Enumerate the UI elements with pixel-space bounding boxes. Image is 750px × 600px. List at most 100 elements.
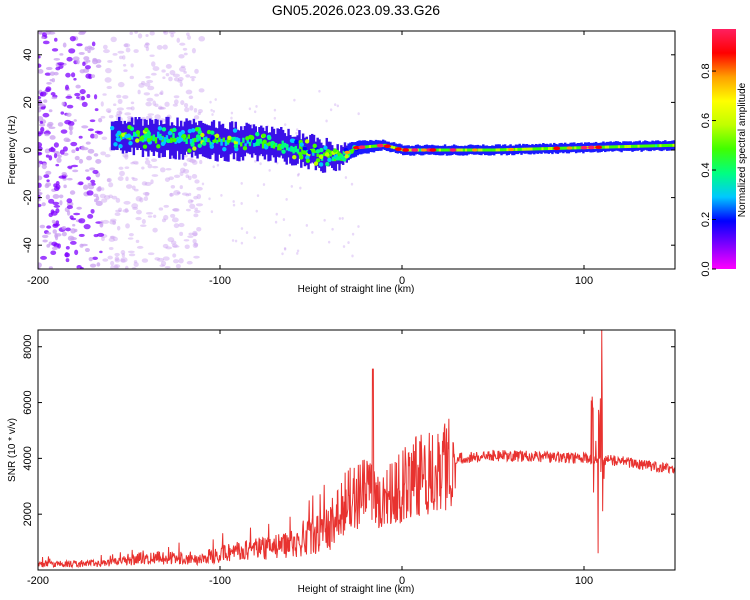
noise-dot xyxy=(327,240,331,244)
noise-dot xyxy=(344,176,348,179)
noise-dot xyxy=(38,182,42,188)
ridge-core-cell xyxy=(237,138,241,145)
noise-dot xyxy=(147,163,153,169)
noise-dot xyxy=(42,32,48,37)
ridge-core-cell xyxy=(215,139,219,144)
noise-dot xyxy=(38,63,42,68)
noise-dot xyxy=(129,75,134,80)
noise-dot xyxy=(101,198,108,203)
noise-dot xyxy=(80,95,86,101)
noise-dot xyxy=(190,199,194,203)
noise-dot xyxy=(65,258,70,263)
noise-dot xyxy=(141,258,149,263)
noise-dot xyxy=(54,234,59,241)
noise-dot xyxy=(99,250,103,254)
noise-dot xyxy=(61,226,67,230)
noise-dot xyxy=(79,243,84,248)
noise-dot xyxy=(73,77,77,81)
noise-dot xyxy=(193,213,199,218)
ridge-band-cell xyxy=(130,117,134,148)
noise-dot xyxy=(130,161,135,165)
ridge-blob xyxy=(135,138,140,143)
ridge-band-cell xyxy=(189,120,192,154)
noise-dot xyxy=(172,103,178,107)
ridge-blob xyxy=(165,138,171,144)
noise-dot xyxy=(46,244,51,248)
noise-dot xyxy=(176,37,181,43)
noise-dot xyxy=(138,82,145,88)
ridge-core-cell xyxy=(652,144,656,148)
noise-dot xyxy=(92,256,98,260)
noise-dot xyxy=(133,260,138,264)
noise-dot xyxy=(87,148,95,154)
noise-dot xyxy=(193,210,201,214)
noise-dot xyxy=(51,96,58,100)
ridge-blob xyxy=(262,139,267,144)
noise-dot xyxy=(137,33,143,39)
noise-dot xyxy=(162,243,169,249)
noise-dot xyxy=(234,239,238,243)
ridge-blob xyxy=(325,161,330,167)
ridge-core-cell xyxy=(290,145,293,152)
ridge-hotspot xyxy=(358,145,366,149)
ridge-blob xyxy=(298,151,303,157)
noise-dot xyxy=(296,252,299,255)
ridge-core-cell xyxy=(277,145,280,151)
noise-dot xyxy=(185,193,190,197)
ridge-blob xyxy=(222,147,227,152)
noise-dot xyxy=(323,218,326,222)
noise-dot xyxy=(113,265,119,269)
ridge-core-cell xyxy=(537,147,540,151)
ridge-core-cell xyxy=(296,148,300,154)
ridge-core-cell xyxy=(253,141,256,147)
noise-dot xyxy=(145,46,150,52)
noise-dot xyxy=(268,169,271,172)
ridge-band-cell xyxy=(240,126,243,157)
noise-dot xyxy=(66,198,73,204)
ridge-blob xyxy=(298,155,304,160)
noise-dot xyxy=(139,197,144,203)
noise-dot xyxy=(210,108,213,112)
noise-dot xyxy=(48,155,53,161)
ridge-core-cell xyxy=(521,147,525,151)
noise-dot xyxy=(127,237,134,240)
noise-dot xyxy=(168,76,173,82)
noise-dot xyxy=(255,104,258,108)
noise-dot xyxy=(338,217,342,220)
ridge-band-cell xyxy=(276,128,279,157)
noise-dot xyxy=(179,167,186,173)
noise-dot xyxy=(124,207,129,213)
ridge-blob xyxy=(242,146,248,151)
ridge-core-cell xyxy=(604,145,608,149)
noise-dot xyxy=(144,181,152,187)
ridge-core-cell xyxy=(135,132,138,137)
spectrogram-ytick-label: 0 xyxy=(22,147,34,153)
noise-dot xyxy=(158,207,164,211)
ridge-hotspot xyxy=(508,147,515,152)
ridge-core-cell xyxy=(480,148,483,152)
ridge-blob xyxy=(342,157,347,162)
ridge-core-cell xyxy=(650,144,654,148)
ridge-core-cell xyxy=(609,145,612,149)
ridge-core-cell xyxy=(202,137,206,143)
noise-dot xyxy=(136,209,142,215)
noise-dot xyxy=(54,186,60,192)
noise-dot xyxy=(285,197,288,201)
noise-dot xyxy=(67,165,73,169)
noise-dot xyxy=(131,185,136,191)
spectrogram-ylabel: Frequency (Hz) xyxy=(7,116,18,185)
spectrogram-ytick-label: -20 xyxy=(22,190,34,206)
ridge-core-cell xyxy=(543,147,546,151)
noise-dot xyxy=(69,130,73,136)
noise-dot xyxy=(65,227,71,232)
noise-dot xyxy=(80,266,84,269)
noise-dot xyxy=(65,245,70,250)
noise-dot xyxy=(255,209,258,213)
noise-dot xyxy=(182,168,190,174)
ridge-blob xyxy=(190,142,195,147)
noise-dot xyxy=(61,171,67,176)
noise-dot xyxy=(62,146,68,152)
noise-dot xyxy=(149,31,155,36)
noise-dot xyxy=(172,245,180,248)
noise-dot xyxy=(178,258,184,264)
